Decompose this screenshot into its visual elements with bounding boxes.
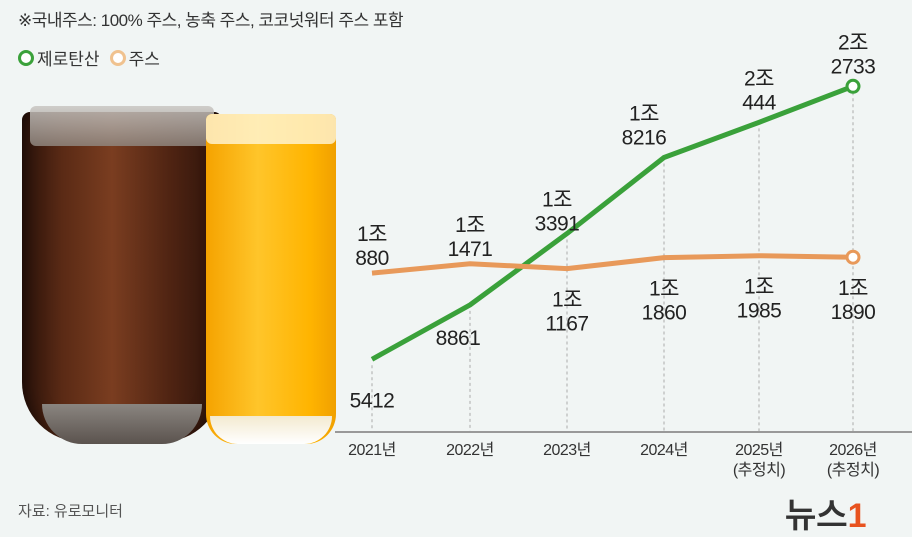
legend-item-juice: 주스 xyxy=(109,45,160,70)
x-tick-note: (추정치) xyxy=(733,461,785,479)
x-tick-label: 2025년 xyxy=(735,441,783,459)
legend: 제로탄산 주스 xyxy=(18,45,160,70)
data-label-prefix: 1조 xyxy=(744,276,774,299)
cola-glass-image xyxy=(22,106,222,444)
data-label: 1167 xyxy=(545,313,588,336)
data-label: 1890 xyxy=(831,301,876,324)
juice-line xyxy=(371,253,854,276)
data-label-prefix: 1조 xyxy=(552,289,582,312)
data-label: 1860 xyxy=(642,302,687,325)
data-label-prefix: 2조 xyxy=(838,31,868,54)
data-label-prefix: 1조 xyxy=(629,102,659,125)
data-label: 444 xyxy=(742,91,776,114)
source-text: 자료: 유로모니터 xyxy=(18,503,123,520)
line-chart: 2021년 2022년 2023년 2024년 2025년 (추정치) 2026년 (추정치)… xyxy=(335,31,912,479)
end-point-marker xyxy=(845,78,861,94)
x-tick-label: 2022년 xyxy=(446,441,494,459)
data-label: 3391 xyxy=(535,213,580,236)
x-tick-label: 2024년 xyxy=(640,441,688,459)
data-label-prefix: 1조 xyxy=(838,277,868,300)
zero-soda-line xyxy=(370,83,854,362)
green-circle-icon xyxy=(18,49,34,66)
data-label-prefix: 1조 xyxy=(542,189,572,212)
legend-item-zero-soda: 제로탄산 xyxy=(18,45,100,70)
end-point-marker xyxy=(845,249,861,265)
x-tick-label: 2026년 xyxy=(829,441,877,459)
data-label: 8216 xyxy=(622,126,667,149)
x-tick-note: (추정치) xyxy=(827,461,879,479)
data-label: 880 xyxy=(355,247,389,270)
data-label-prefix: 1조 xyxy=(649,278,679,301)
data-label: 1985 xyxy=(737,300,782,323)
data-label: 1471 xyxy=(448,238,493,261)
data-label-prefix: 2조 xyxy=(744,67,774,90)
legend-label: 제로탄산 xyxy=(37,50,100,69)
x-tick-label: 2023년 xyxy=(543,441,591,459)
data-label: 8861 xyxy=(436,327,481,350)
data-label: 5412 xyxy=(350,389,395,412)
data-label-prefix: 1조 xyxy=(455,214,485,237)
data-label: 2733 xyxy=(831,55,876,78)
legend-label: 주스 xyxy=(128,50,160,69)
juice-glass-image xyxy=(206,114,336,444)
data-label-prefix: 1조 xyxy=(357,223,387,246)
orange-circle-icon xyxy=(109,49,126,66)
footnote: ※국내주스: 100% 주스, 농축 주스, 코코넛워터 주스 포함 xyxy=(18,11,404,30)
x-tick-label: 2021년 xyxy=(348,441,396,459)
